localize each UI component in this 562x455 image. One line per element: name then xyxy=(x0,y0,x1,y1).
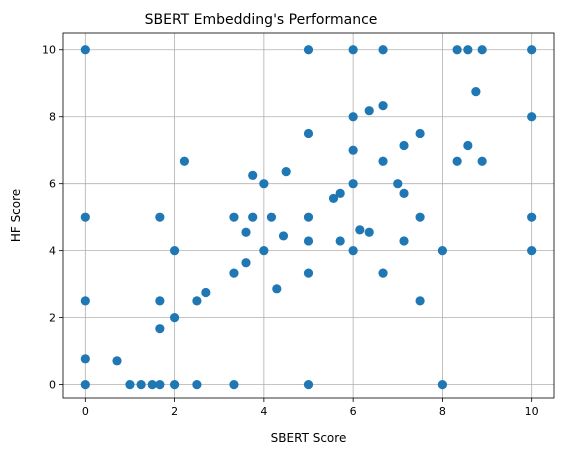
data-point xyxy=(348,112,358,122)
data-point xyxy=(399,140,409,151)
data-point xyxy=(415,212,425,222)
data-point xyxy=(335,236,345,246)
data-point xyxy=(80,380,90,390)
points-layer xyxy=(80,45,537,390)
data-point xyxy=(80,354,90,364)
data-point xyxy=(136,380,146,390)
data-point xyxy=(452,45,462,55)
data-point xyxy=(125,380,135,390)
data-point xyxy=(471,87,481,97)
y-axis-label: HF Score xyxy=(9,189,23,242)
data-point xyxy=(452,156,462,166)
data-point xyxy=(303,45,314,55)
data-point xyxy=(241,258,251,268)
y-tick-label: 6 xyxy=(49,178,56,191)
y-tick-label: 4 xyxy=(49,245,56,258)
data-point xyxy=(112,356,122,366)
data-point xyxy=(399,236,409,246)
x-tick-label: 0 xyxy=(82,405,89,418)
data-point xyxy=(303,236,314,246)
data-point xyxy=(348,45,358,55)
data-point xyxy=(477,156,487,166)
data-point xyxy=(229,268,239,278)
data-point xyxy=(399,188,409,198)
data-point xyxy=(463,45,473,55)
data-point xyxy=(527,112,537,122)
data-point xyxy=(348,145,358,155)
data-point xyxy=(415,128,425,139)
data-point xyxy=(80,296,90,306)
data-point xyxy=(335,188,345,198)
data-point xyxy=(303,212,314,222)
data-point xyxy=(147,380,157,390)
data-point xyxy=(378,268,388,278)
chart-title: SBERT Embedding's Performance xyxy=(145,12,378,28)
data-point xyxy=(259,179,269,189)
data-point xyxy=(155,212,165,222)
data-point xyxy=(229,212,239,222)
y-tick-label: 10 xyxy=(42,44,56,57)
data-point xyxy=(155,380,165,390)
data-point xyxy=(364,106,374,116)
data-point xyxy=(169,246,180,256)
data-point xyxy=(378,101,388,111)
data-point xyxy=(80,45,90,55)
x-tick-label: 4 xyxy=(260,405,267,418)
data-point xyxy=(355,225,365,235)
data-point xyxy=(437,246,448,256)
data-point xyxy=(463,140,473,151)
data-point xyxy=(415,296,425,306)
data-point xyxy=(155,296,165,306)
ticks-layer: 0 2 4 6 8 10 0 2 4 6 8 10 xyxy=(42,44,539,418)
data-point xyxy=(241,227,251,237)
data-point xyxy=(248,170,258,180)
data-point xyxy=(348,179,358,189)
data-point xyxy=(328,193,339,204)
data-point xyxy=(527,45,537,55)
data-point xyxy=(266,212,277,222)
data-point xyxy=(378,45,388,55)
data-point xyxy=(192,296,202,306)
data-point xyxy=(281,167,291,177)
data-point xyxy=(229,380,239,390)
y-tick-label: 2 xyxy=(49,312,56,325)
y-tick-label: 0 xyxy=(49,379,56,392)
data-point xyxy=(192,380,202,390)
data-point xyxy=(477,45,487,55)
data-point xyxy=(169,380,180,390)
data-point xyxy=(272,284,282,294)
data-point xyxy=(303,128,314,139)
data-point xyxy=(248,212,258,222)
x-tick-label: 2 xyxy=(171,405,178,418)
data-point xyxy=(364,227,374,237)
data-point xyxy=(259,246,269,256)
plot-frame xyxy=(62,32,555,399)
y-tick-label: 8 xyxy=(49,111,56,124)
data-point xyxy=(303,380,314,390)
data-point xyxy=(393,179,403,189)
data-point xyxy=(201,287,211,298)
data-point xyxy=(527,212,537,222)
data-point xyxy=(179,156,190,166)
x-tick-label: 6 xyxy=(350,405,357,418)
x-tick-label: 10 xyxy=(525,405,539,418)
data-point xyxy=(348,246,358,256)
x-axis-label: SBERT Score xyxy=(271,431,347,445)
data-point xyxy=(437,380,448,390)
x-tick-label: 8 xyxy=(439,405,446,418)
data-point xyxy=(155,324,165,334)
data-point xyxy=(169,313,180,323)
data-point xyxy=(80,212,90,222)
data-point xyxy=(278,231,289,241)
data-point xyxy=(378,156,388,166)
data-point xyxy=(303,268,314,278)
data-point xyxy=(527,246,537,256)
